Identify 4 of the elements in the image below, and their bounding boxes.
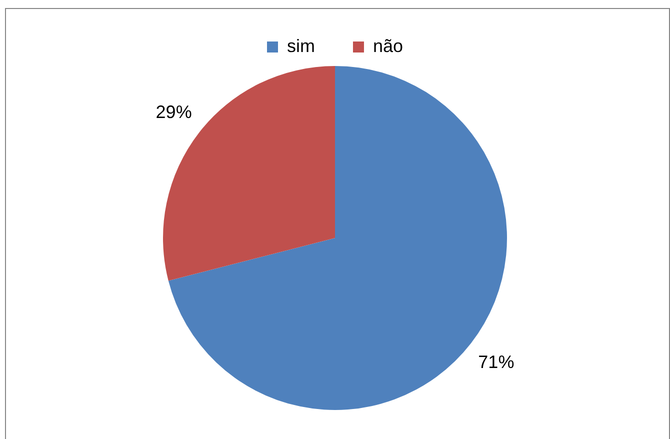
legend-label: não <box>372 36 404 56</box>
data-label: 29% <box>156 102 192 122</box>
data-label: 71% <box>478 352 514 372</box>
legend-label: sim <box>286 36 315 56</box>
